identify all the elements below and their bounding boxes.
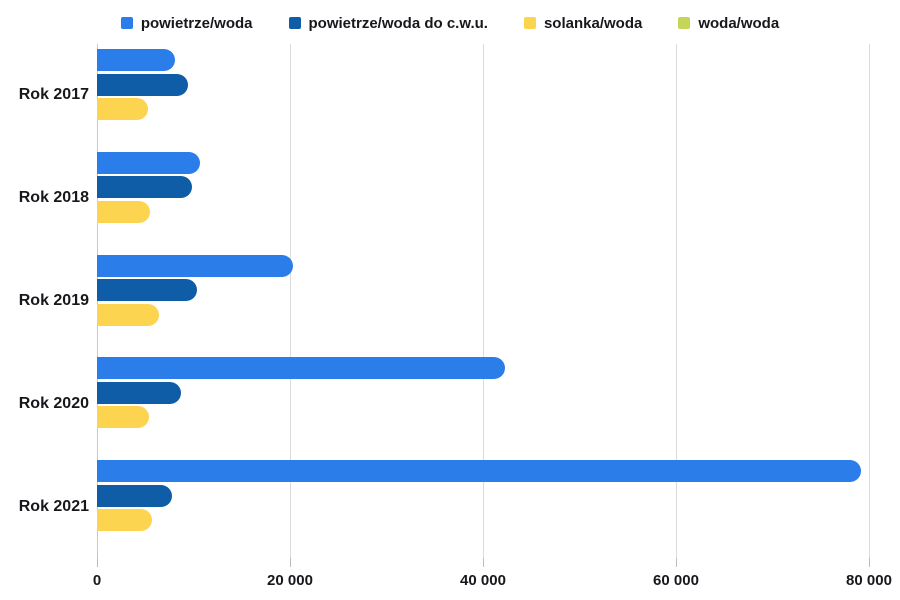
axis-tick-label: 20 000 [267,572,313,589]
bar-solanka-woda [97,509,152,532]
axis-tick [97,558,98,567]
bar-powietrze-woda [97,460,862,483]
legend-label: woda/woda [698,14,780,32]
bar-solanka-woda [97,303,159,326]
bar-solanka-woda [97,98,149,120]
legend-label: solanka/woda [543,14,643,32]
axis-tick [483,558,484,567]
plot-area [97,44,870,558]
bar-powietrze-woda [97,151,201,174]
gridline [676,44,677,558]
category-label: Rok 2020 [18,394,89,412]
legend-label: powietrze/woda [140,14,253,32]
bar-group-rok-2020 [97,352,869,455]
legend-item-woda-woda: woda/woda [678,15,779,32]
x-axis: 0 20 000 40 000 60 000 80 000 [93,558,892,598]
bar-powietrze-woda [97,254,293,277]
category-label: Rok 2021 [18,497,89,515]
bar-powietrze-woda [97,49,176,71]
axis-tick-label: 60 000 [653,572,699,589]
bar-chart: Rok 2017 Rok 2018 Rok 2019 Rok 2020 Rok 2021… [0,44,900,600]
gridline [869,44,870,558]
axis-tick-label: 80 000 [846,572,892,589]
gridline [290,44,291,558]
bar-powietrze-woda-do-c-w-u- [97,73,188,96]
bar-powietrze-woda [97,357,506,380]
gridline [483,44,484,558]
bar-powietrze-woda-do-c-w-u- [97,176,192,199]
bar-solanka-woda [97,200,151,223]
axis-tick [290,558,291,567]
axis-tick-label: 0 [92,572,102,589]
legend-item-solanka-woda: solanka/woda [523,14,643,32]
chart-legend: powietrze/woda powietrze/woda do c.w.u. so… [0,0,900,36]
bar-group-rok-2019 [97,250,869,353]
axis-tick-label: 40 000 [460,572,506,589]
bar-solanka-woda [97,406,150,429]
category-label: Rok 2019 [18,291,89,309]
bar-powietrze-woda-do-c-w-u- [97,279,198,302]
category-label: Rok 2018 [18,189,89,207]
axis-tick [869,558,870,567]
legend-label: powietrze/woda do c.w.u. [308,14,488,32]
category-labels: Rok 2017 Rok 2018 Rok 2019 Rok 2020 Rok 2021 [0,44,89,558]
bar-powietrze-woda-do-c-w-u- [97,484,173,507]
bar-powietrze-woda-do-c-w-u- [97,381,181,404]
legend-swatch-icon [523,17,536,29]
category-label: Rok 2017 [18,86,89,104]
legend-swatch-icon [288,17,301,29]
bar-group-rok-2021 [97,455,869,558]
axis-tick [676,558,677,567]
legend-item-powietrze-woda: powietrze/woda [120,14,253,32]
legend-swatch-icon [678,17,691,29]
legend-swatch-icon [120,17,133,29]
legend-item-powietrze-woda-do-c-w-u-: powietrze/woda do c.w.u. [288,14,488,32]
bar-group-rok-2018 [97,147,869,250]
bar-group-rok-2017 [97,44,869,147]
